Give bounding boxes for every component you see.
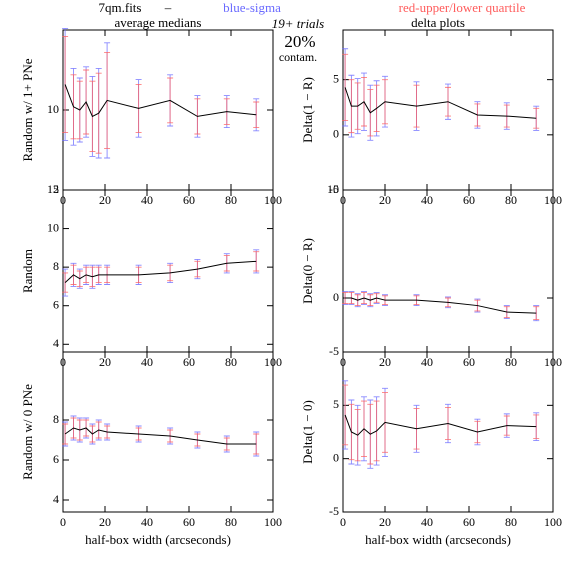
x-tick-label: 20	[379, 355, 391, 369]
plot-frame	[342, 351, 554, 513]
y-axis-label: Random w/ 0 PNe	[20, 384, 35, 480]
y-tick-label: 0	[333, 290, 339, 304]
x-tick-label: 20	[379, 193, 391, 207]
x-tick-label: 20	[99, 515, 111, 529]
x-tick-label: 20	[379, 515, 391, 529]
y-tick-label: 0	[333, 450, 339, 464]
y-tick-label: -5	[329, 344, 339, 358]
y-tick-label: 8	[53, 412, 59, 426]
y-tick-label: 4	[53, 336, 59, 350]
y-tick-label: 10	[47, 102, 59, 116]
x-tick-label: 20	[99, 193, 111, 207]
y-tick-label: 12	[47, 182, 59, 196]
x-tick-label: 100	[264, 515, 282, 529]
x-tick-label: 60	[183, 515, 195, 529]
y-tick-label: 8	[53, 259, 59, 273]
plot-frame	[342, 189, 554, 353]
y-tick-label: 6	[53, 452, 59, 466]
x-tick-label: 40	[421, 193, 433, 207]
y-axis-label: Random	[20, 249, 35, 293]
plot-frame	[62, 29, 274, 191]
y-tick-label: 6	[53, 297, 59, 311]
sigma-legend: blue-sigma	[223, 0, 281, 15]
median-line	[344, 414, 537, 436]
x-tick-label: 60	[463, 193, 475, 207]
median-line	[64, 427, 257, 445]
median-line	[64, 260, 257, 283]
x-tick-label: 0	[60, 515, 66, 529]
y-axis-label: Random w/ 1+ PNe	[20, 58, 35, 161]
x-tick-label: 80	[505, 193, 517, 207]
x-tick-label: 80	[225, 355, 237, 369]
file-name: 7qm.fits	[99, 0, 142, 15]
y-tick-label: 5	[333, 71, 339, 85]
y-tick-label: 0	[333, 127, 339, 141]
y-tick-label: 10	[47, 220, 59, 234]
x-tick-label: 60	[183, 193, 195, 207]
y-tick-label: -5	[329, 182, 339, 196]
y-axis-label: Delta(1 − 0)	[300, 400, 315, 464]
x-tick-label: 60	[463, 515, 475, 529]
x-tick-label: 80	[505, 355, 517, 369]
x-tick-label: 40	[421, 355, 433, 369]
y-axis-label: Delta(0 − R)	[300, 238, 315, 304]
x-tick-label: 40	[141, 193, 153, 207]
separator: –	[164, 0, 172, 15]
y-tick-label: 5	[53, 182, 59, 196]
plot-frame	[62, 351, 274, 513]
quartile-error-bar	[253, 251, 260, 272]
panel-title: average medians	[115, 15, 202, 30]
x-tick-label: 20	[99, 355, 111, 369]
quartile-error-bar	[533, 107, 540, 129]
x-tick-label: 80	[225, 193, 237, 207]
median-line	[64, 84, 257, 118]
y-tick-label: 4	[53, 492, 59, 506]
y-tick-label: 10	[327, 182, 339, 196]
x-tick-label: 0	[340, 515, 346, 529]
x-tick-label: 40	[421, 515, 433, 529]
y-axis-label: Delta(1 − R)	[300, 77, 315, 143]
panel-title: delta plots	[411, 15, 465, 30]
x-tick-label: 40	[141, 355, 153, 369]
quartile-legend: red-upper/lower quartile	[399, 0, 526, 15]
percent-note: 20%	[284, 32, 315, 51]
x-tick-label: 80	[505, 515, 517, 529]
plot-frame	[62, 189, 274, 353]
x-tick-label: 60	[183, 355, 195, 369]
median-line	[345, 297, 537, 314]
x-tick-label: 60	[463, 355, 475, 369]
contam-note: contam.	[279, 50, 317, 64]
y-tick-label: -5	[329, 504, 339, 518]
quartile-error-bar	[62, 272, 69, 293]
y-tick-label: 5	[333, 397, 339, 411]
x-axis-label: half-box width (arcseconds)	[365, 532, 511, 547]
x-tick-label: 40	[141, 515, 153, 529]
x-axis-label: half-box width (arcseconds)	[85, 532, 231, 547]
x-tick-label: 100	[544, 515, 562, 529]
x-tick-label: 80	[225, 515, 237, 529]
median-line	[344, 87, 537, 119]
trials-note: 19+ trials	[272, 16, 324, 31]
